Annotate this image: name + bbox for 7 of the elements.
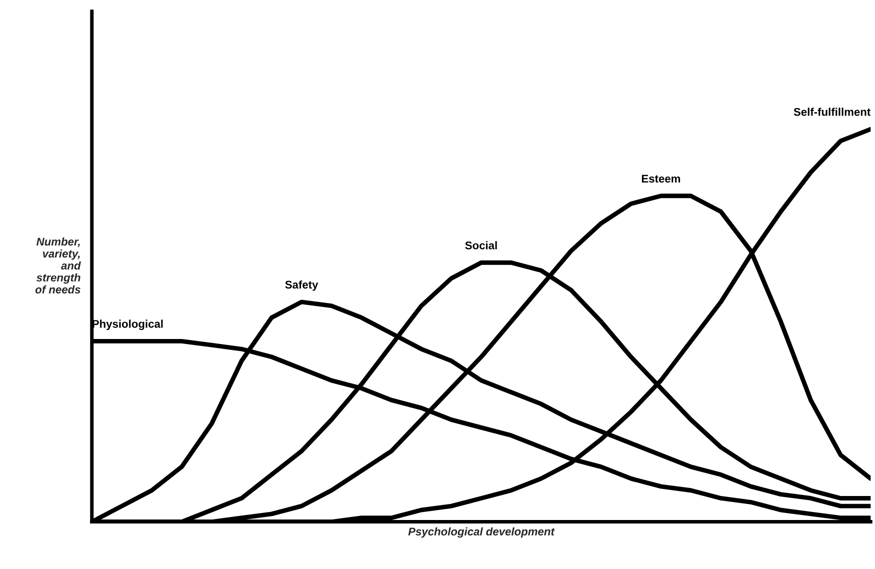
series-label: Physiological — [92, 320, 163, 330]
x-axis-title: Psychological development — [408, 527, 555, 538]
y-axis-title: Number, variety, and strength of needs — [35, 237, 81, 294]
series-label: Esteem — [642, 174, 680, 183]
series-label: Social — [465, 241, 497, 250]
series-label: Safety — [285, 280, 318, 291]
series-label: Self-fulfillment — [794, 108, 870, 116]
